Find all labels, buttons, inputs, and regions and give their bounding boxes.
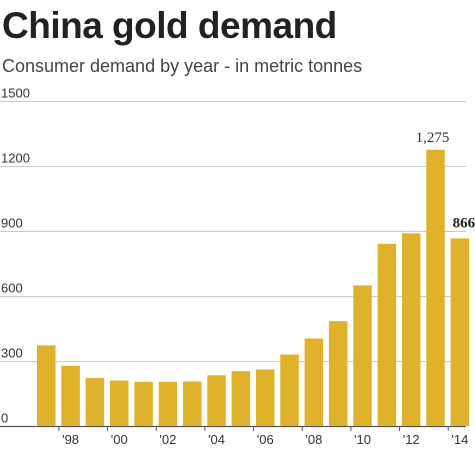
bar-2002 — [158, 381, 178, 426]
y-tick-label: 900 — [1, 216, 23, 231]
bar-2007 — [280, 354, 299, 426]
y-tick-label: 1200 — [1, 151, 30, 166]
x-tick-label: '98 — [62, 432, 79, 447]
bar-2003 — [182, 381, 202, 426]
bar-1997 — [37, 345, 56, 426]
bar-2000 — [109, 380, 129, 426]
data-labels: 1,275 866 — [416, 130, 475, 232]
bar-2011 — [377, 243, 397, 426]
x-tick-label: '10 — [354, 432, 371, 447]
x-tick-label: '04 — [208, 432, 225, 447]
x-tick-label: '08 — [305, 432, 322, 447]
data-label-2013: 1,275 — [416, 130, 450, 146]
bar-2008 — [304, 338, 324, 426]
y-tick-label: 0 — [1, 411, 8, 426]
y-tick-label: 1500 — [1, 86, 30, 101]
x-axis-ticks: '98 '00 '02 '04 '06 '08 '10 '12 '14 — [58, 426, 468, 447]
bar-2004 — [207, 375, 226, 426]
bar-2013 — [426, 149, 445, 426]
bar-2005 — [231, 371, 251, 426]
chart-title: China gold demand — [2, 5, 337, 46]
x-tick-label: '12 — [403, 432, 420, 447]
data-label-2014: 866 — [453, 215, 475, 231]
bars — [37, 149, 470, 426]
y-tick-label: 300 — [1, 346, 23, 361]
bar-2006 — [255, 369, 275, 426]
x-tick-label: '06 — [257, 432, 274, 447]
y-axis-tick-labels: 0 300 600 900 1200 1500 — [1, 86, 30, 426]
bar-2009 — [328, 321, 348, 426]
x-tick-label: '02 — [159, 432, 176, 447]
bar-2012 — [401, 233, 421, 426]
bar-1998 — [61, 365, 80, 426]
y-tick-label: 600 — [1, 281, 23, 296]
bar-2001 — [134, 381, 153, 426]
chart-subtitle: Consumer demand by year - in metric tonn… — [2, 56, 363, 76]
x-tick-label: '00 — [111, 432, 128, 447]
bar-2010 — [353, 285, 372, 426]
bar-1999 — [85, 377, 105, 426]
bar-2014 — [450, 238, 470, 426]
x-tick-label: '14 — [451, 432, 468, 447]
